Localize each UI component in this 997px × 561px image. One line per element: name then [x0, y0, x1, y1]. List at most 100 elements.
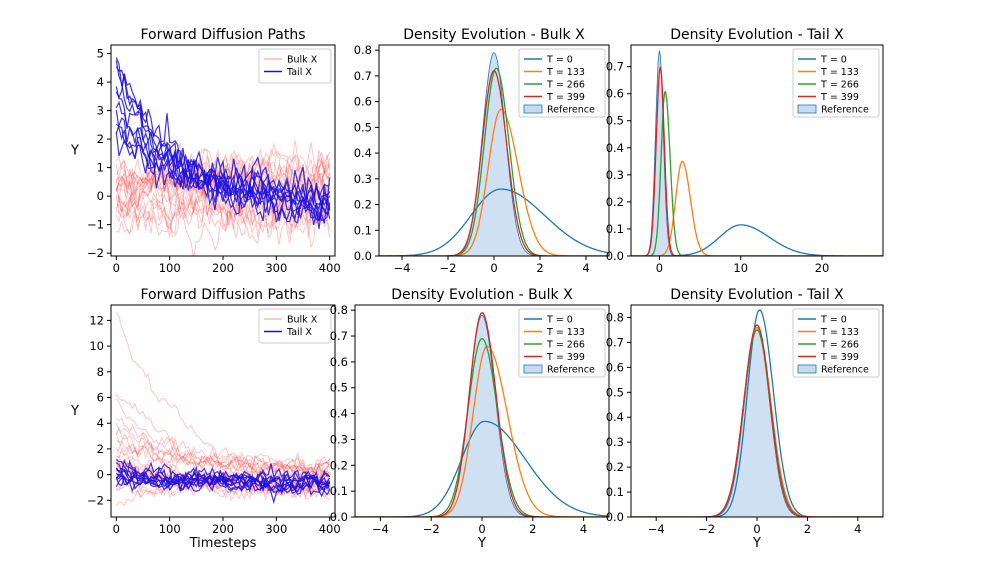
bulk-path: [115, 440, 331, 476]
bulk-path: [115, 312, 331, 482]
plot-area: [631, 309, 883, 517]
y-tick-label: 0.0: [330, 510, 348, 524]
bulk-path: [115, 425, 331, 475]
panel-row2-bulk: −4 −2 0 2 4 0.0 0.1 0.2 0.3 0.4 0.5 0.6 0.7 0.8 Densit…: [330, 287, 610, 551]
y-tick-label: −2: [87, 493, 104, 507]
bulk-path: [115, 398, 331, 479]
legend-swatch-reference: [797, 364, 817, 374]
legend-swatch-reference: [523, 364, 543, 374]
y-tick-label: 0.7: [606, 335, 624, 349]
panel-row1-tail: 0 10 20 0.0 0.1 0.2 0.3 0.4 0.5 0.6 0.7 Density Evo…: [606, 27, 884, 275]
panel-title: Forward Diffusion Paths: [140, 287, 305, 303]
panel-title: Forward Diffusion Paths: [140, 27, 305, 43]
legend-label: T = 399: [546, 352, 585, 363]
legend-swatch-reference: [523, 104, 543, 114]
y-tick-label: 0.3: [606, 168, 624, 182]
legend-box: [518, 308, 606, 378]
y-tick-label: 0.5: [606, 385, 624, 399]
density-line-3: [355, 312, 609, 517]
legend-label: T = 266: [546, 80, 585, 91]
panel-title: Density Evolution - Tail X: [670, 27, 844, 43]
legend-swatch-reference: [797, 104, 817, 114]
x-tick-label: −2: [423, 522, 440, 536]
y-tick-label: 8: [97, 365, 104, 379]
tail-path: [115, 74, 331, 229]
y-tick-label: 4: [97, 75, 104, 89]
bulk-path: [116, 192, 331, 249]
panel-row2-tail: −4 −2 0 2 4 0.0 0.1 0.2 0.3 0.4 0.5 0.6 0.7 0.8 Densit…: [606, 287, 884, 551]
y-tick-label: 2: [97, 132, 104, 146]
y-tick-label: 0.5: [330, 381, 348, 395]
x-tick-label: 2: [536, 261, 543, 275]
y-tick-label: 2: [97, 442, 104, 456]
x-axis-label: Timesteps: [189, 536, 257, 551]
y-tick-label: 5: [97, 47, 104, 61]
density-line-0: [631, 309, 883, 517]
y-tick-label: 10: [89, 339, 104, 353]
x-tick-label: −4: [372, 522, 389, 536]
bulk-path: [115, 422, 331, 476]
x-tick-label: 0: [753, 522, 760, 536]
bulk-path: [115, 187, 331, 235]
y-tick-label: 0.5: [354, 120, 372, 134]
plot-area: [115, 312, 331, 507]
legend-label: T = 399: [546, 92, 585, 103]
y-tick-label: 0.2: [330, 458, 348, 472]
y-tick-label: 0.8: [354, 43, 372, 57]
x-tick-label: 400: [319, 261, 341, 275]
y-tick-label: 0.1: [606, 485, 624, 499]
legend-label: T = 133: [546, 67, 585, 78]
y-tick-label: 0.7: [354, 69, 372, 83]
bulk-path: [115, 193, 331, 237]
panel-title: Density Evolution - Bulk X: [403, 27, 585, 43]
x-tick-label: 300: [265, 261, 287, 275]
density-line-3: [379, 69, 609, 256]
y-tick-label: 0.0: [606, 249, 624, 263]
x-axis-label: Y: [477, 536, 486, 551]
bulk-path: [115, 473, 331, 502]
legend-label: T = 0: [820, 55, 847, 66]
y-tick-label: 0.4: [354, 146, 372, 160]
panel-title: Density Evolution - Tail X: [670, 287, 844, 303]
legend-label: T = 399: [820, 352, 859, 363]
legend-label: Tail X: [286, 67, 312, 78]
legend-label: Reference: [547, 105, 595, 116]
density-line-3: [631, 66, 883, 256]
x-tick-label: 100: [159, 261, 181, 275]
density-line-3: [631, 324, 883, 517]
density-line-1: [631, 160, 883, 256]
tail-path: [115, 465, 331, 505]
y-tick-label: 0.3: [606, 435, 624, 449]
tail-path: [115, 132, 330, 214]
legend-label: Bulk X: [287, 315, 318, 326]
bulk-path: [115, 393, 331, 481]
y-tick-label: 0: [97, 468, 104, 482]
y-tick-label: 0.4: [606, 410, 624, 424]
y-tick-label: 1: [97, 161, 104, 175]
bulk-path: [115, 443, 331, 478]
y-tick-label: 0.3: [330, 432, 348, 446]
legend-box: [258, 308, 332, 344]
y-tick-label: 0.7: [606, 60, 624, 74]
x-tick-label: −4: [394, 261, 411, 275]
y-tick-label: 0: [97, 189, 104, 203]
legend-box: [792, 48, 880, 118]
legend-label: Reference: [821, 105, 869, 116]
reference-density: [379, 52, 609, 256]
y-tick-label: 0.7: [330, 329, 348, 343]
x-tick-label: 0: [478, 522, 485, 536]
x-tick-label: −2: [698, 522, 715, 536]
x-tick-label: 20: [815, 261, 830, 275]
panel-row2-paths: 0 100 200 300 400 −2 0 2 4 6 8 10 12 Forward Diffusio…: [70, 287, 341, 551]
y-tick-label: 0.6: [606, 360, 624, 374]
y-tick-label: 0.6: [330, 355, 348, 369]
x-axis-label: Y: [752, 536, 761, 551]
y-tick-label: 4: [97, 416, 104, 430]
plot-area: [379, 52, 609, 256]
x-tick-label: 0: [113, 261, 120, 275]
bulk-path: [115, 461, 331, 499]
